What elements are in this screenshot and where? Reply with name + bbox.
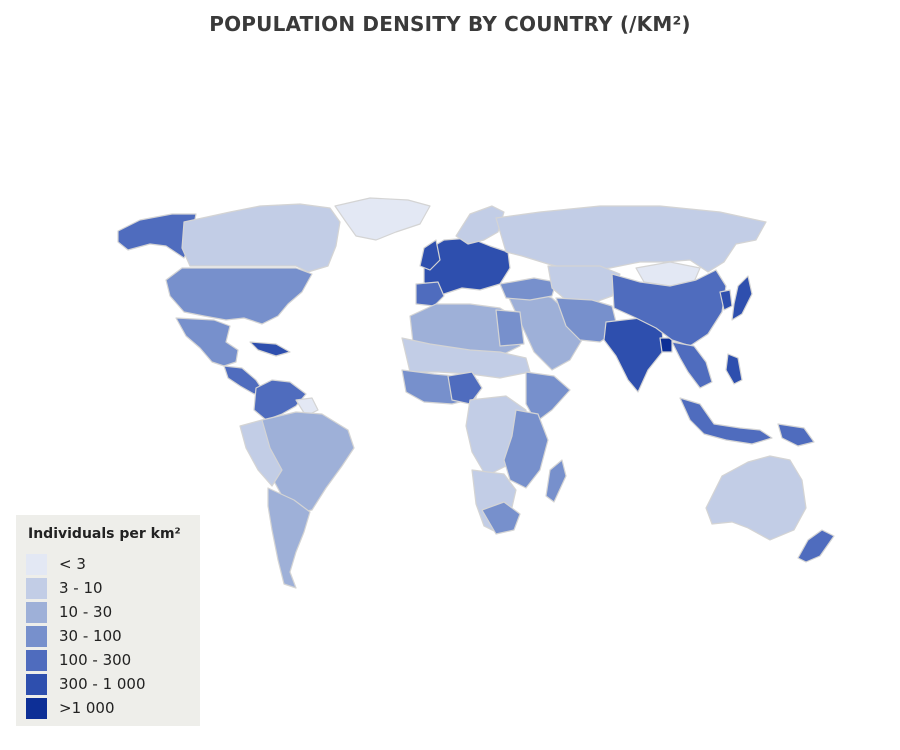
region-korea (719, 289, 733, 311)
region-usa (165, 267, 313, 325)
legend-label: 100 - 300 (59, 651, 132, 669)
legend-swatch (26, 698, 47, 719)
legend-label: 30 - 100 (59, 627, 122, 645)
region-china (611, 269, 727, 347)
legend-label: >1 000 (59, 699, 115, 717)
region-mexico (175, 317, 239, 367)
region-guianas (295, 397, 319, 417)
legend-label: 300 - 1 000 (59, 675, 146, 693)
legend: Individuals per km² < 3 3 - 10 10 - 30 3… (16, 515, 200, 726)
region-southeast-asia (671, 341, 713, 389)
legend-swatch (26, 578, 47, 599)
region-iberia (415, 281, 445, 307)
legend-swatch (26, 554, 47, 575)
region-canada (181, 203, 341, 273)
region-caribbean (249, 341, 291, 357)
region-peru-bolivia (239, 419, 283, 487)
legend-item-300-1000: 300 - 1 000 (26, 674, 196, 695)
region-australia (705, 455, 807, 541)
region-greenland (334, 197, 431, 241)
region-central-asia (547, 265, 621, 305)
legend-item-30-100: 30 - 100 (26, 626, 196, 647)
region-alaska (117, 213, 197, 259)
region-madagascar (545, 459, 567, 503)
region-east-africa (503, 409, 549, 489)
region-horn-of-africa (525, 371, 571, 423)
legend-item-lt-3: < 3 (26, 554, 196, 575)
legend-item-3-10: 3 - 10 (26, 578, 196, 599)
region-japan (731, 275, 753, 321)
region-argentina-chile (267, 487, 311, 589)
region-indonesia (679, 397, 773, 445)
region-india (603, 317, 665, 393)
region-south-africa (481, 501, 521, 535)
legend-item-gt-1000: >1 000 (26, 698, 196, 719)
legend-swatch (26, 626, 47, 647)
legend-swatch (26, 674, 47, 695)
region-bangladesh (659, 337, 673, 353)
legend-swatch (26, 602, 47, 623)
legend-label: 10 - 30 (59, 603, 113, 621)
legend-swatch (26, 650, 47, 671)
region-new-zealand (797, 529, 835, 563)
region-scandinavia (455, 205, 505, 245)
region-philippines (725, 353, 743, 385)
map-title: POPULATION DENSITY BY COUNTRY (/KM²) (209, 12, 691, 36)
region-egypt (495, 309, 525, 347)
region-new-guinea (777, 423, 815, 447)
region-colombia-venezuela (253, 379, 307, 421)
region-russia (495, 205, 767, 273)
region-uk (419, 239, 441, 271)
legend-title: Individuals per km² (28, 526, 181, 542)
legend-item-100-300: 100 - 300 (26, 650, 196, 671)
legend-item-10-30: 10 - 30 (26, 602, 196, 623)
region-nigeria (447, 371, 483, 405)
region-turkey (499, 277, 557, 301)
legend-label: 3 - 10 (59, 579, 103, 597)
legend-label: < 3 (59, 555, 86, 573)
